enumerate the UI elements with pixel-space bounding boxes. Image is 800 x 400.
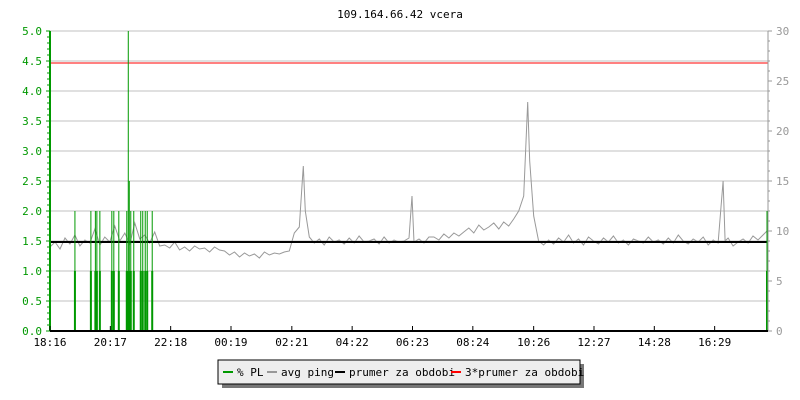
y-left-tick-label: 3.0 [22, 145, 42, 158]
chart-marks [49, 31, 769, 331]
y-right-tick-label: 0 [776, 325, 783, 338]
y-right-tick-label: 20 [776, 125, 789, 138]
y-right-tick-label: 5 [776, 275, 783, 288]
x-tick-label: 12:27 [577, 336, 610, 349]
y-right-tick-label: 15 [776, 175, 789, 188]
y-left-tick-label: 1.0 [22, 265, 42, 278]
y-left-tick-label: 1.5 [22, 235, 42, 248]
legend-item-triple-average: 3*prumer za obdobi [451, 366, 584, 379]
x-tick-label: 06:23 [396, 336, 429, 349]
legend: % PL avg ping prumer za obdobi 3*prumer … [217, 359, 584, 388]
y-left-tick-label: 3.5 [22, 115, 42, 128]
y-right-tick-label: 30 [776, 25, 789, 38]
chart-title: 109.164.66.42 vcera [337, 8, 463, 21]
x-tick-label: 00:19 [214, 336, 247, 349]
x-tick-label: 08:24 [456, 336, 489, 349]
x-tick-label: 14:28 [638, 336, 671, 349]
x-tick-label: 22:18 [154, 336, 187, 349]
legend-item-pl: % PL [223, 366, 264, 379]
legend-label-average: prumer za obdobi [349, 366, 455, 379]
x-tick-label: 16:29 [698, 336, 731, 349]
x-tick-label: 10:26 [517, 336, 550, 349]
legend-label-pl: % PL [237, 366, 264, 379]
legend-swatch-triple-average [451, 371, 461, 373]
x-tick-label: 20:17 [94, 336, 127, 349]
x-tick-label: 04:22 [336, 336, 369, 349]
legend-label-avg-ping: avg ping [281, 366, 334, 379]
legend-swatch-average [335, 371, 345, 373]
y-right-tick-label: 25 [776, 75, 789, 88]
y-right-tick-label: 10 [776, 225, 789, 238]
grid [50, 30, 768, 302]
x-tick-label: 02:21 [275, 336, 308, 349]
y-left-tick-label: 5.0 [22, 25, 42, 38]
legend-swatch-avg-ping [267, 371, 277, 373]
y-left-tick-label: 2.5 [22, 175, 42, 188]
legend-label-triple-average: 3*prumer za obdobi [465, 366, 584, 379]
avg-ping-line [49, 101, 768, 259]
legend-item-avg-ping: avg ping [267, 366, 334, 379]
legend-box [217, 359, 581, 385]
y-left-tick-label: 0.5 [22, 295, 42, 308]
y-left-tick-label: 4.0 [22, 85, 42, 98]
y-left-tick-label: 0.0 [22, 325, 42, 338]
x-tick-label: 18:16 [33, 336, 66, 349]
axes: 0.0 0.5 1.0 1.5 2.0 2.5 3.0 3.5 4.0 4.5 5.0 0 5 10 15 2… [22, 25, 789, 349]
legend-swatch-pl [223, 371, 233, 373]
y-left-tick-label: 4.5 [22, 55, 42, 68]
y-left-tick-label: 2.0 [22, 205, 42, 218]
legend-item-average: prumer za obdobi [335, 366, 455, 379]
